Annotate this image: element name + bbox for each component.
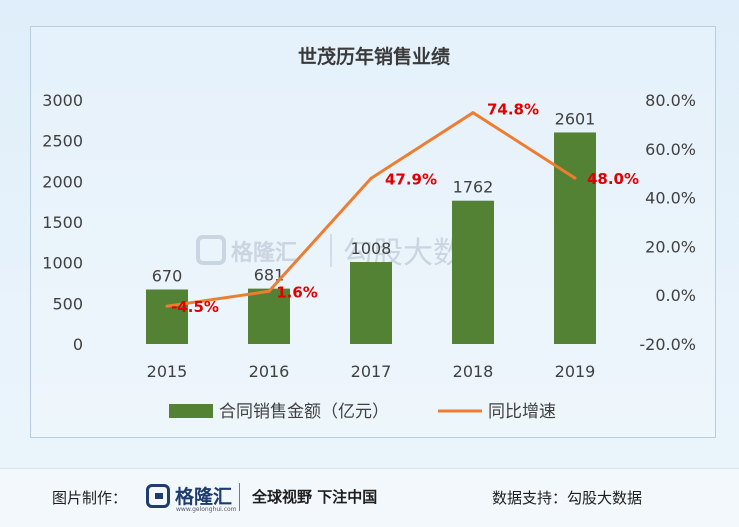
footer-divider xyxy=(239,483,240,511)
bar xyxy=(554,132,596,344)
footer-logo-url: www.gelonghui.com xyxy=(176,506,237,513)
x-tick-label: 2015 xyxy=(147,362,188,381)
watermark-logo-icon xyxy=(196,235,226,265)
combo-chart: 世茂历年销售业绩 格隆汇 勾股大数据 3000 2500 2000 1500 1000 5… xyxy=(42,45,696,422)
bar xyxy=(146,289,188,344)
legend-line-label: 同比增速 xyxy=(488,402,556,422)
left-tick-label: 0 xyxy=(73,335,83,354)
footer-slogan: 全球视野 下注中国 xyxy=(252,488,378,506)
line-point xyxy=(267,289,271,293)
watermark: 格隆汇 勾股大数据 xyxy=(196,234,493,271)
line-value-label: 47.9% xyxy=(385,170,437,188)
line-value-label: 48.0% xyxy=(587,170,639,188)
gelonghui-logo-icon xyxy=(146,484,170,508)
left-tick-label: 3000 xyxy=(42,91,83,110)
x-tick-label: 2018 xyxy=(453,362,494,381)
x-tick-label: 2016 xyxy=(249,362,290,381)
footer-support: 数据支持：勾股大数据 xyxy=(492,489,643,507)
left-axis: 3000 2500 2000 1500 1000 500 0 xyxy=(42,91,83,354)
right-tick-label: 80.0% xyxy=(645,91,696,110)
bar xyxy=(452,200,494,344)
x-tick-label: 2019 xyxy=(555,362,596,381)
line-point xyxy=(573,176,577,180)
left-tick-label: 2000 xyxy=(42,172,83,191)
line-value-label: -4.5% xyxy=(171,298,219,316)
chart-card: 世茂历年销售业绩 格隆汇 勾股大数据 3000 2500 2000 1500 1000 5… xyxy=(30,26,716,438)
line-point xyxy=(369,176,373,180)
line-labels: -4.5% 1.6% 47.9% 74.8% 48.0% xyxy=(171,101,639,316)
left-tick-label: 500 xyxy=(52,294,83,313)
chart-title: 世茂历年销售业绩 xyxy=(298,45,450,68)
bar-value-label: 2601 xyxy=(555,109,596,128)
right-tick-label: -20.0% xyxy=(639,335,696,354)
bar xyxy=(248,288,290,344)
bar-labels: 670 681 1008 1762 2601 xyxy=(152,109,596,285)
legend: 合同销售金额（亿元） 同比增速 xyxy=(169,402,556,422)
watermark-brand: 格隆汇 xyxy=(231,240,297,266)
footer: 图片制作： 格隆汇 www.gelonghui.com 全球视野 下注中国 数据… xyxy=(0,468,739,527)
bar-value-label: 1008 xyxy=(351,239,392,258)
left-tick-label: 2500 xyxy=(42,132,83,151)
left-tick-label: 1500 xyxy=(42,213,83,232)
right-tick-label: 60.0% xyxy=(645,140,696,159)
legend-bar-swatch xyxy=(169,404,213,418)
right-tick-label: 20.0% xyxy=(645,237,696,256)
line-point xyxy=(471,111,475,115)
right-tick-label: 40.0% xyxy=(645,189,696,208)
bar xyxy=(350,262,392,344)
right-tick-label: 0.0% xyxy=(655,286,696,305)
x-axis: 2015 2016 2017 2018 2019 xyxy=(147,362,596,381)
bar-series xyxy=(146,132,596,344)
right-axis: 80.0% 60.0% 40.0% 20.0% 0.0% -20.0% xyxy=(639,91,696,354)
line-point xyxy=(165,304,169,308)
line-series xyxy=(165,111,577,308)
x-tick-label: 2017 xyxy=(351,362,392,381)
bar-value-label: 681 xyxy=(254,266,285,285)
line-value-label: 1.6% xyxy=(276,283,318,301)
footer-credit: 图片制作： xyxy=(52,489,128,507)
line-value-label: 74.8% xyxy=(487,101,539,119)
footer-logo-name: 格隆汇 xyxy=(175,486,233,508)
left-tick-label: 1000 xyxy=(42,254,83,273)
bar-value-label: 670 xyxy=(152,267,183,286)
legend-bar-label: 合同销售金额（亿元） xyxy=(219,402,389,422)
bar-value-label: 1762 xyxy=(453,178,494,197)
